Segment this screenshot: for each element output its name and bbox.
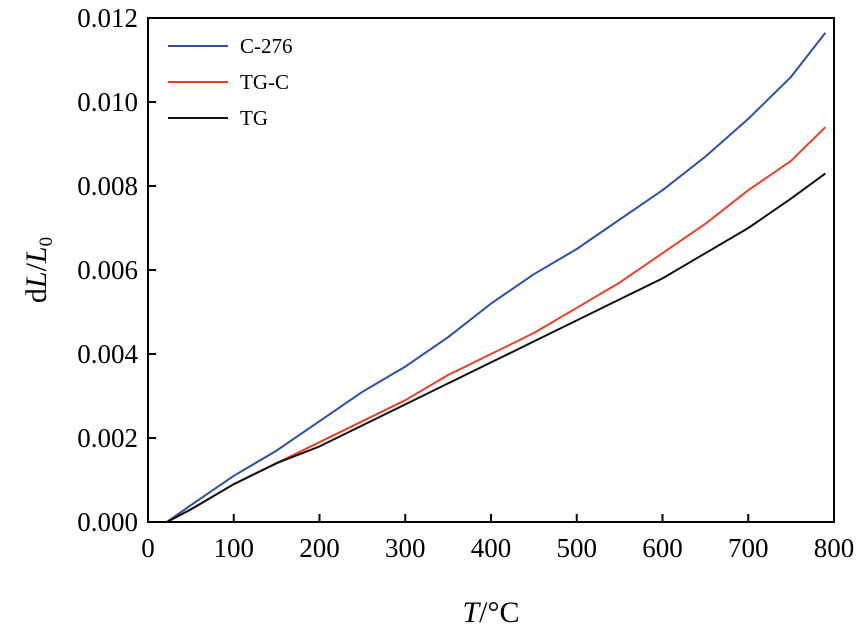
y-tick-label: 0.012 — [77, 3, 138, 33]
y-tick-label: 0.004 — [77, 339, 138, 369]
y-axis-title-L: L — [20, 271, 53, 289]
series-layer — [166, 32, 827, 523]
y-tick-label: 0.002 — [77, 423, 138, 453]
x-axis-title-italic: T — [462, 596, 481, 629]
y-axis-title-d: d — [20, 288, 53, 303]
series-line-1 — [166, 126, 827, 523]
x-tick-label: 500 — [557, 533, 598, 563]
y-tick-label: 0.008 — [77, 171, 138, 201]
legend-label-2: TG — [240, 106, 268, 130]
x-tick-label: 600 — [642, 533, 683, 563]
x-tick-label: 300 — [385, 533, 426, 563]
y-axis-title-subscript: 0 — [36, 237, 57, 247]
ticks-layer: 0 100 200 300 400 500 600 700 800 0.000 0.002 0.004… — [77, 3, 854, 563]
y-axis-title-slash: / — [20, 262, 53, 271]
x-tick-label: 700 — [728, 533, 769, 563]
y-axis-title-L0: L — [20, 246, 53, 264]
x-axis-title-unit: /°C — [479, 596, 519, 629]
legend-label-0: C-276 — [240, 34, 293, 58]
series-line-0 — [166, 32, 827, 523]
x-tick-label: 800 — [814, 533, 855, 563]
y-tick-label: 0.010 — [77, 87, 138, 117]
x-tick-label: 100 — [214, 533, 255, 563]
legend-label-1: TG-C — [240, 70, 289, 94]
x-axis-title: T/°C — [462, 596, 519, 629]
x-tick-label: 0 — [141, 533, 155, 563]
x-tick-label: 200 — [299, 533, 340, 563]
series-line-2 — [166, 172, 826, 523]
y-tick-label: 0.000 — [77, 507, 138, 537]
y-tick-label: 0.006 — [77, 255, 138, 285]
x-tick-label: 400 — [471, 533, 512, 563]
y-axis-title: dL/L0 — [20, 237, 57, 303]
legend: C-276 TG-C TG — [168, 34, 293, 130]
